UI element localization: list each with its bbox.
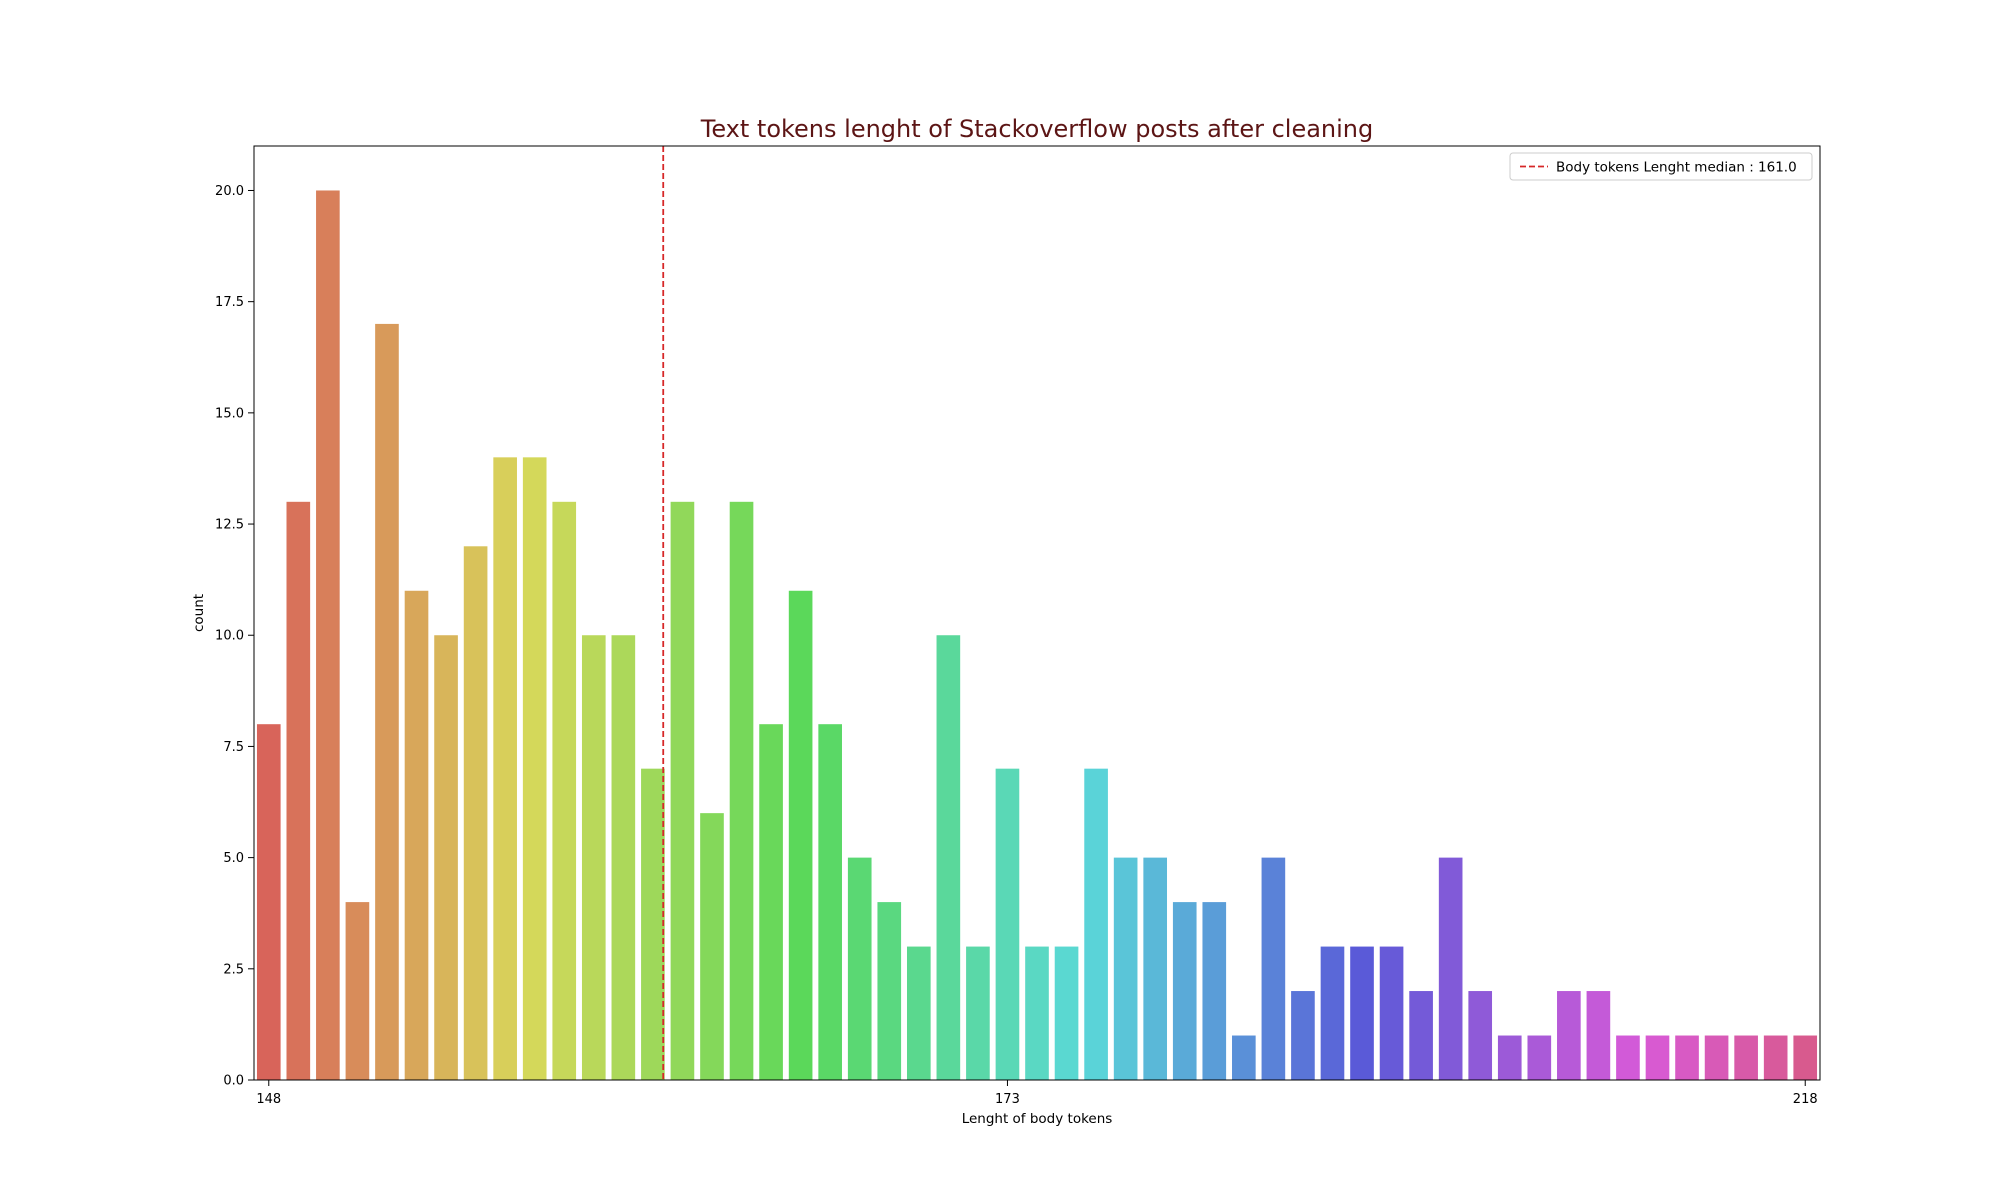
x-tick-label: 148 xyxy=(256,1092,281,1107)
bar-190 xyxy=(1497,1035,1522,1080)
legend-box xyxy=(1509,152,1813,181)
bar-180 xyxy=(1202,902,1227,1080)
bar-153 xyxy=(404,590,429,1080)
y-tick-label: 17.5 xyxy=(215,295,244,310)
bar-181 xyxy=(1232,1035,1256,1080)
legend-entry-label: Body tokens Lenght median : 161.0 xyxy=(1556,160,1797,176)
bar-184 xyxy=(1320,946,1345,1080)
bar-183 xyxy=(1291,991,1315,1080)
bar-160 xyxy=(611,635,636,1080)
bar-187 xyxy=(1409,991,1433,1080)
y-tick-label: 5.0 xyxy=(223,851,244,866)
bar-173 xyxy=(995,768,1020,1080)
bar-189 xyxy=(1468,991,1493,1080)
bar-159 xyxy=(581,635,606,1080)
bar-191 xyxy=(1527,1035,1552,1080)
bar-218 xyxy=(1793,1035,1818,1080)
y-tick-label: 10.0 xyxy=(215,629,244,644)
bar-163 xyxy=(700,813,724,1080)
y-axis-label: count xyxy=(191,594,207,632)
bar-174 xyxy=(1025,946,1049,1080)
bar-186 xyxy=(1379,946,1404,1080)
bar-195 xyxy=(1645,1035,1670,1080)
bar-179 xyxy=(1172,902,1197,1080)
chart-title: Text tokens lenght of Stackoverflow post… xyxy=(700,115,1374,143)
y-tick-label: 15.0 xyxy=(215,406,244,421)
bar-167 xyxy=(818,724,842,1080)
bar-161 xyxy=(641,768,665,1080)
y-tick-label: 2.5 xyxy=(223,962,244,977)
bar-198 xyxy=(1734,1035,1758,1080)
bar-172 xyxy=(966,946,990,1080)
bar-165 xyxy=(759,724,783,1080)
x-tick-label: 218 xyxy=(1793,1092,1818,1107)
x-axis-ticks: 148 173 218 xyxy=(256,1080,1818,1107)
bar-188 xyxy=(1438,857,1463,1080)
bar-199 xyxy=(1763,1035,1788,1080)
y-axis-ticks: 0.0 2.5 5.0 7.5 10.0 12.5 15.0 17.5 20.0 xyxy=(215,184,254,1089)
legend: Body tokens Lenght median : 161.0 xyxy=(1509,152,1813,181)
bar-176 xyxy=(1084,768,1108,1080)
bar-150 xyxy=(316,190,340,1080)
y-tick-label: 12.5 xyxy=(215,518,244,533)
bar-185 xyxy=(1350,946,1374,1080)
bar-170 xyxy=(906,946,931,1080)
bar-152 xyxy=(375,323,399,1080)
bar-193 xyxy=(1586,991,1611,1080)
bar-162 xyxy=(670,501,695,1080)
bar-155 xyxy=(463,546,488,1080)
bar-149 xyxy=(286,501,311,1080)
bar-156 xyxy=(493,457,517,1080)
bar-192 xyxy=(1557,991,1581,1080)
bar-171 xyxy=(936,635,961,1080)
bar-151 xyxy=(345,902,370,1080)
bar-164 xyxy=(729,501,754,1080)
bars xyxy=(256,190,1818,1080)
bar-158 xyxy=(552,501,577,1080)
y-tick-label: 0.0 xyxy=(223,1074,244,1089)
x-axis-label: Lenght of body tokens xyxy=(962,1111,1113,1127)
x-tick-label: 173 xyxy=(995,1092,1020,1107)
bar-177 xyxy=(1113,857,1138,1080)
bar-182 xyxy=(1261,857,1286,1080)
bar-178 xyxy=(1143,857,1168,1080)
bar-168 xyxy=(847,857,872,1080)
bar-197 xyxy=(1704,1035,1729,1080)
y-tick-label: 20.0 xyxy=(215,184,244,199)
bar-169 xyxy=(877,902,902,1080)
bar-196 xyxy=(1675,1035,1699,1080)
bar-154 xyxy=(434,635,458,1080)
bar-175 xyxy=(1054,946,1079,1080)
bar-157 xyxy=(522,457,547,1080)
bar-148 xyxy=(256,724,281,1080)
bar-166 xyxy=(788,590,813,1080)
plot-frame xyxy=(253,145,1821,1081)
bar-194 xyxy=(1616,1035,1640,1080)
y-tick-label: 7.5 xyxy=(223,740,244,755)
